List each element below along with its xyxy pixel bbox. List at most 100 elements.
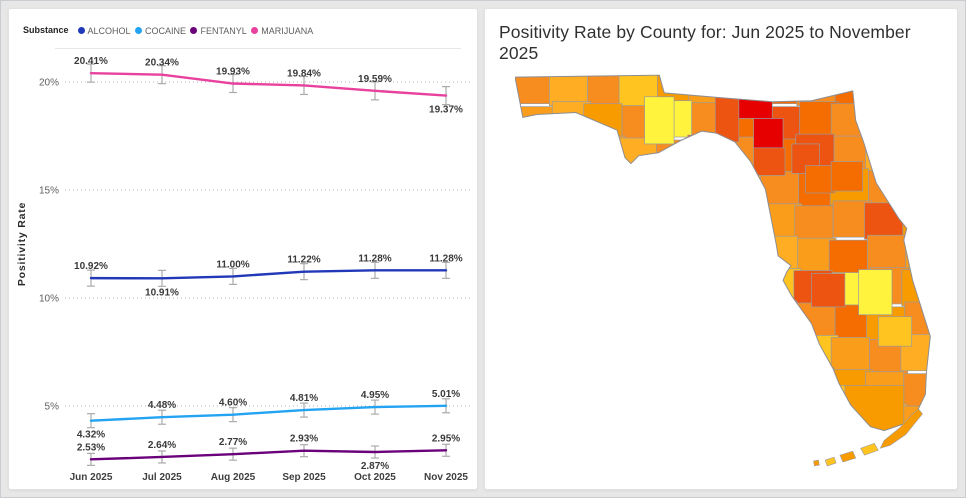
legend-item-alcohol[interactable]: ALCOHOL bbox=[77, 26, 131, 36]
florida-keys-island[interactable] bbox=[860, 443, 879, 456]
county-cell[interactable] bbox=[687, 134, 727, 172]
series-line-cocaine[interactable] bbox=[89, 404, 448, 422]
county-cell[interactable] bbox=[727, 233, 767, 271]
county-cell[interactable] bbox=[620, 170, 660, 208]
florida-keys-island[interactable] bbox=[813, 459, 820, 467]
line-chart-panel[interactable]: Substance ALCOHOL COCAINE FENTANYL MARIJ… bbox=[8, 8, 478, 490]
county-cell[interactable] bbox=[550, 237, 589, 275]
county-cell[interactable] bbox=[900, 100, 939, 138]
county-cell[interactable] bbox=[581, 239, 621, 277]
county-cell[interactable] bbox=[515, 106, 553, 144]
county-cell[interactable] bbox=[767, 365, 799, 396]
county-cell[interactable] bbox=[904, 71, 943, 105]
series-line-fentanyl[interactable] bbox=[89, 449, 448, 461]
county-cell[interactable] bbox=[899, 172, 938, 210]
county-cell[interactable] bbox=[587, 304, 627, 342]
county-cell[interactable] bbox=[758, 71, 798, 105]
county-cell[interactable] bbox=[864, 202, 904, 240]
county-cell[interactable] bbox=[805, 385, 846, 431]
county-cell[interactable] bbox=[619, 234, 659, 272]
florida-keys-island[interactable] bbox=[839, 450, 857, 463]
map-panel[interactable]: Positivity Rate by County for: Jun 2025 … bbox=[484, 8, 958, 490]
county-cell[interactable] bbox=[728, 402, 768, 439]
county-cell[interactable] bbox=[796, 71, 836, 106]
county-cell[interactable] bbox=[547, 205, 587, 243]
county-cell[interactable] bbox=[902, 204, 941, 242]
series-line-marijuana[interactable] bbox=[89, 71, 448, 97]
county-cell[interactable] bbox=[618, 306, 658, 344]
county-cell[interactable] bbox=[516, 437, 554, 473]
county-cell[interactable] bbox=[753, 118, 784, 149]
county-cell[interactable] bbox=[903, 139, 942, 177]
county-cell[interactable] bbox=[550, 406, 590, 443]
county-cell[interactable] bbox=[723, 273, 763, 311]
county-cell[interactable] bbox=[726, 305, 766, 343]
county-cell[interactable] bbox=[515, 171, 552, 209]
county-cell[interactable] bbox=[901, 269, 940, 307]
county-cell[interactable] bbox=[515, 404, 552, 441]
county-cell[interactable] bbox=[724, 201, 764, 239]
county-cell[interactable] bbox=[656, 139, 696, 177]
legend-item-marijuana[interactable]: MARIJUANA bbox=[251, 26, 313, 36]
county-cell[interactable] bbox=[903, 373, 942, 411]
county-cell[interactable] bbox=[805, 165, 836, 194]
county-cell[interactable] bbox=[655, 438, 693, 474]
county-cell[interactable] bbox=[811, 273, 846, 308]
county-cell[interactable] bbox=[763, 437, 801, 473]
county-cell[interactable] bbox=[865, 137, 905, 175]
county-cell[interactable] bbox=[693, 206, 733, 244]
county-cell[interactable] bbox=[582, 401, 622, 438]
county-cell[interactable] bbox=[657, 301, 696, 339]
county-cell[interactable] bbox=[689, 238, 729, 276]
county-cell[interactable] bbox=[794, 205, 834, 243]
county-cell[interactable] bbox=[759, 235, 799, 273]
county-cell[interactable] bbox=[620, 403, 660, 440]
county-cell[interactable] bbox=[586, 369, 626, 407]
county-cell[interactable] bbox=[515, 71, 550, 105]
county-cell[interactable] bbox=[515, 268, 554, 306]
county-cell[interactable] bbox=[798, 406, 838, 443]
county-cell[interactable] bbox=[656, 373, 696, 411]
county-cell[interactable] bbox=[586, 435, 624, 471]
county-cell[interactable] bbox=[547, 439, 585, 475]
florida-keys-island[interactable] bbox=[824, 456, 837, 467]
county-cell[interactable] bbox=[652, 172, 692, 210]
county-cell[interactable] bbox=[585, 200, 625, 238]
county-cell[interactable] bbox=[830, 336, 870, 375]
county-cell[interactable] bbox=[830, 103, 870, 141]
county-cell[interactable] bbox=[515, 203, 555, 241]
county-cell[interactable] bbox=[761, 339, 801, 377]
county-cell[interactable] bbox=[658, 236, 697, 274]
county-cell[interactable] bbox=[617, 437, 655, 473]
florida-keys-island[interactable] bbox=[879, 408, 923, 449]
county-cell[interactable] bbox=[760, 404, 800, 441]
county-cell[interactable] bbox=[760, 171, 800, 209]
county-cell[interactable] bbox=[753, 147, 786, 176]
county-cell[interactable] bbox=[582, 168, 622, 206]
county-cell[interactable] bbox=[903, 438, 941, 474]
county-cell[interactable] bbox=[652, 405, 692, 442]
county-cell[interactable] bbox=[866, 73, 906, 110]
county-layer[interactable] bbox=[515, 71, 944, 477]
county-cell[interactable] bbox=[764, 372, 804, 410]
county-cell[interactable] bbox=[748, 275, 773, 294]
county-cell[interactable] bbox=[583, 103, 623, 141]
county-cell[interactable] bbox=[714, 84, 740, 143]
legend-item-fentanyl[interactable]: FENTANYL bbox=[190, 26, 247, 36]
legend-item-cocaine[interactable]: COCAINE bbox=[134, 26, 186, 36]
county-cell[interactable] bbox=[867, 234, 907, 272]
county-cell[interactable] bbox=[758, 300, 798, 338]
county-cell[interactable] bbox=[795, 367, 835, 405]
county-cell[interactable] bbox=[858, 269, 893, 316]
county-cell[interactable] bbox=[586, 135, 626, 173]
county-cell[interactable] bbox=[725, 436, 763, 472]
county-cell[interactable] bbox=[548, 133, 588, 171]
county-cell[interactable] bbox=[584, 272, 624, 310]
county-cell[interactable] bbox=[725, 370, 765, 408]
county-cell[interactable] bbox=[795, 439, 833, 475]
county-cell[interactable] bbox=[546, 270, 586, 308]
county-cell[interactable] bbox=[549, 302, 588, 340]
county-cell[interactable] bbox=[550, 173, 590, 211]
florida-choropleth-map[interactable] bbox=[515, 71, 947, 478]
county-cell[interactable] bbox=[644, 96, 675, 145]
